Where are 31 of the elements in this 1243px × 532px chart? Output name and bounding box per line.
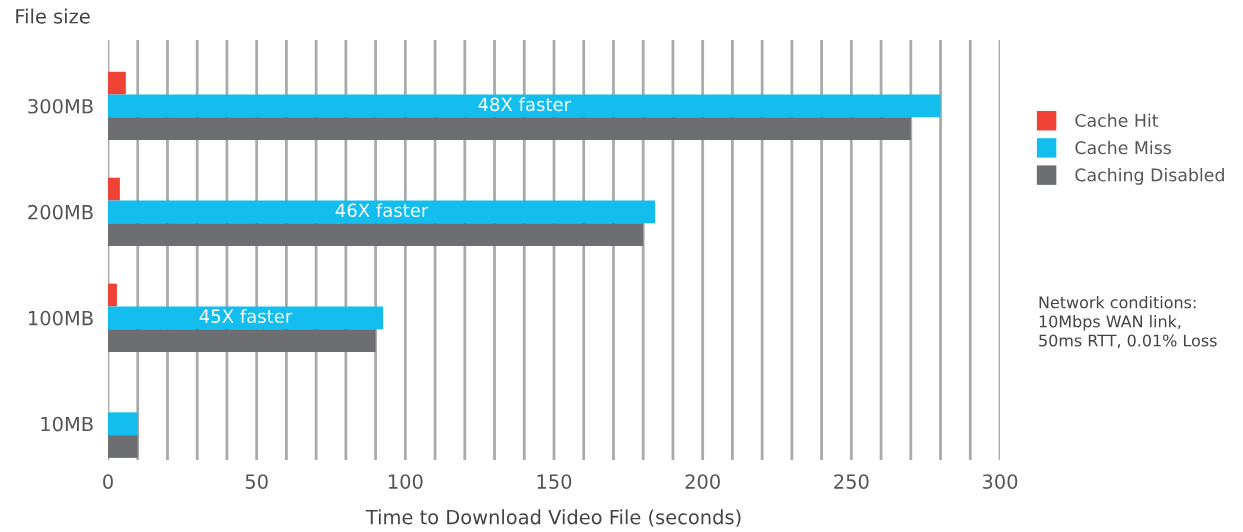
bar xyxy=(108,435,138,458)
bar xyxy=(108,329,376,352)
bar xyxy=(108,412,138,436)
y-tick-label: 100MB xyxy=(29,310,93,326)
bar xyxy=(108,200,656,224)
bar xyxy=(108,71,126,95)
y-tick-label: 300MB xyxy=(28,98,93,114)
x-tick-label: 100 xyxy=(388,474,423,489)
text: Network conditions: 10Mbps WAN link, 50ms RTT, 0.01% Loss xyxy=(1039,296,1217,349)
bar xyxy=(108,177,120,201)
legend-label: Cache Hit xyxy=(1075,113,1159,128)
annotation: 48X faster xyxy=(478,97,572,112)
x-tick-label: 200 xyxy=(685,474,720,489)
bar xyxy=(108,223,644,247)
x-axis-title: Time to Download Video File (seconds) xyxy=(365,509,741,527)
legend-label: Caching Disabled xyxy=(1075,168,1224,185)
bar xyxy=(108,117,911,141)
y-tick-label: 10MB xyxy=(41,416,93,432)
bar xyxy=(108,283,117,307)
x-tick-label: 0 xyxy=(103,474,113,489)
x-tick-label: 150 xyxy=(537,474,572,489)
bar xyxy=(108,94,941,118)
y-axis-title: File size xyxy=(16,8,90,24)
bar xyxy=(108,306,384,330)
x-tick-label: 250 xyxy=(834,474,869,489)
y-tick-label: 200MB xyxy=(28,204,93,220)
annotation: 45X faster xyxy=(199,309,293,324)
x-tick-label: 50 xyxy=(245,474,268,489)
legend-label: Cache Miss xyxy=(1075,140,1171,155)
annotation: 46X faster xyxy=(335,203,429,218)
x-tick-label: 300 xyxy=(982,474,1018,489)
